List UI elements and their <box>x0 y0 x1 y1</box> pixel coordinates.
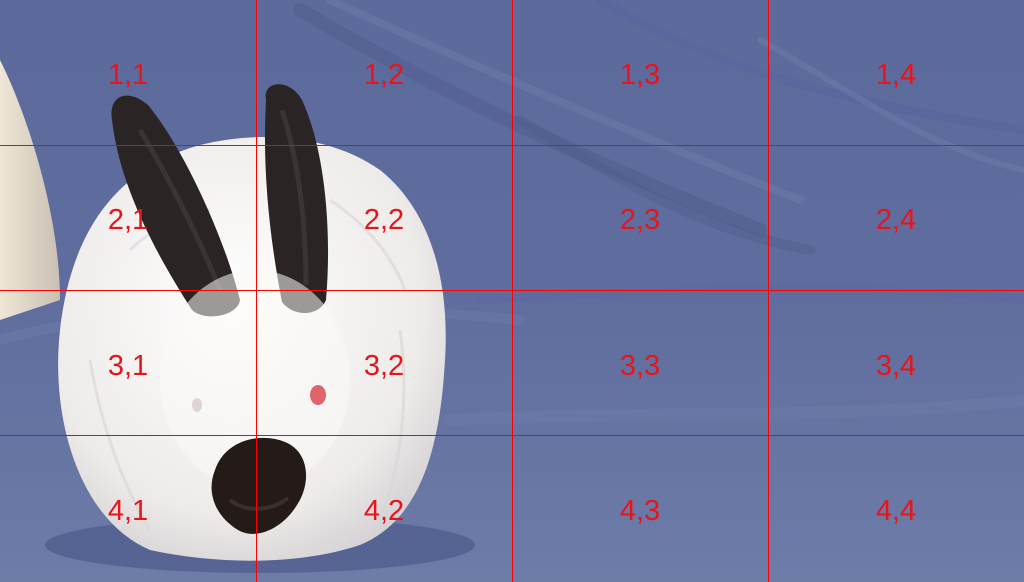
rabbit <box>58 84 446 561</box>
rabbit-nose-patch <box>211 437 307 534</box>
wall-edge <box>0 60 60 320</box>
rabbit-eye <box>310 385 326 405</box>
rabbit-right-ear <box>264 84 329 313</box>
